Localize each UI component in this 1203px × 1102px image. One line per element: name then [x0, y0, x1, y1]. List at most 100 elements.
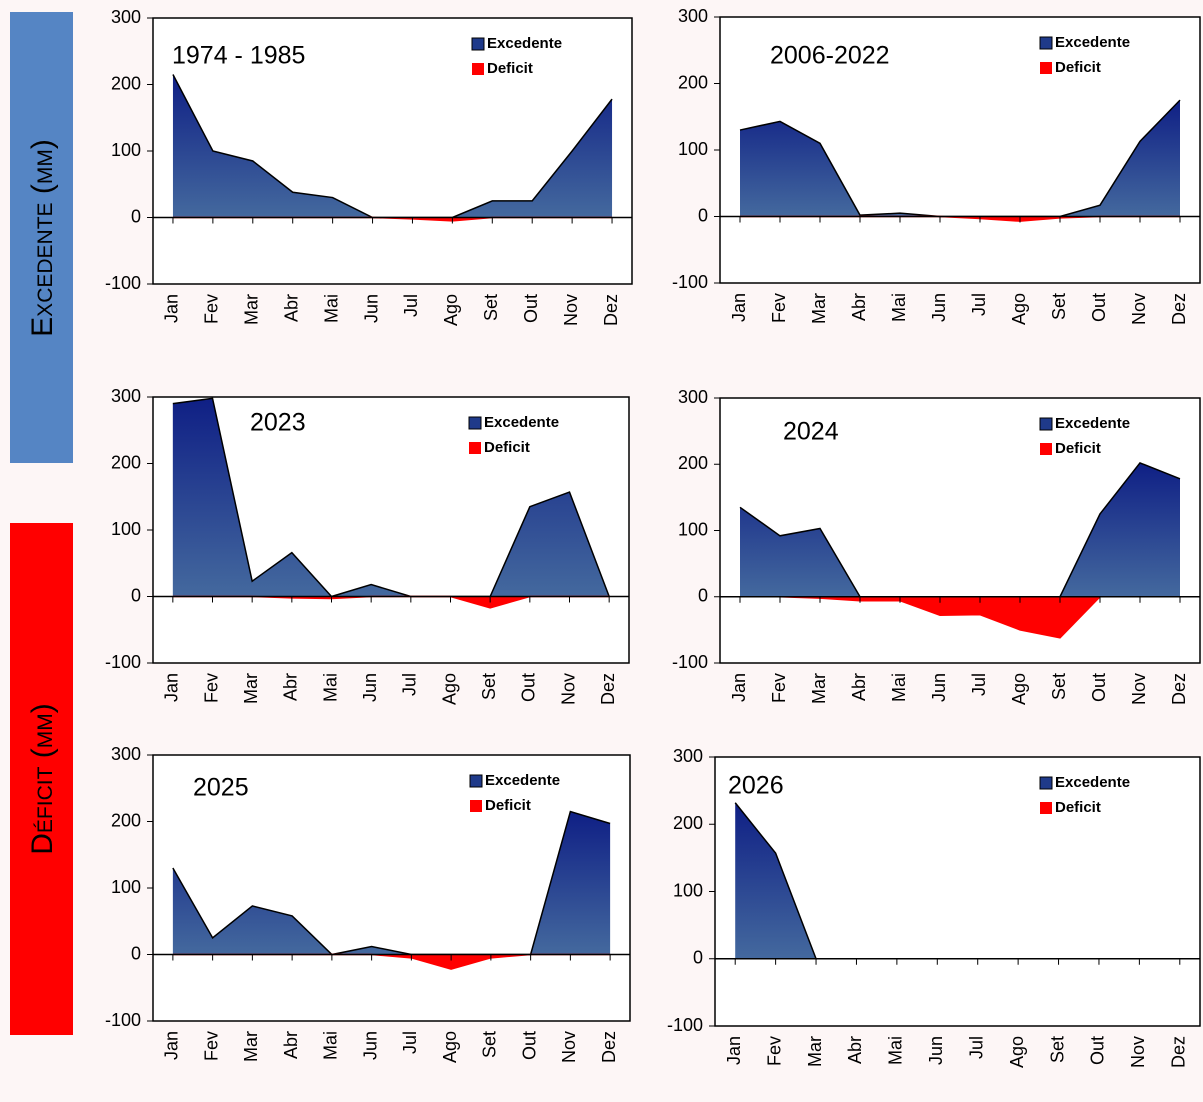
x-tick-label: Nov: [1129, 293, 1149, 325]
chart-title: 2026: [728, 772, 784, 800]
legend-label: Deficit: [487, 60, 533, 77]
x-tick-label: Set: [479, 673, 499, 700]
x-tick-label: Mar: [809, 293, 829, 324]
x-tick-label: Jan: [729, 293, 749, 322]
legend-label: Deficit: [1055, 440, 1101, 457]
y-tick-label: 100: [111, 140, 141, 160]
y-tick-label: 300: [111, 744, 141, 764]
y-tick-label: 200: [678, 72, 708, 92]
x-tick-label: Jul: [401, 294, 421, 317]
legend-swatch: [471, 37, 485, 51]
x-tick-label: Jun: [926, 1036, 946, 1065]
y-tick-label: -100: [105, 273, 141, 293]
x-tick-label: Mai: [321, 1031, 341, 1060]
plot-area: [714, 756, 1201, 1027]
x-tick-label: Out: [1089, 673, 1109, 702]
x-tick-label: Fev: [202, 294, 222, 324]
x-tick-label: Dez: [599, 1031, 619, 1063]
chart-title: 2006-2022: [770, 42, 890, 70]
x-tick-label: Abr: [281, 1031, 301, 1059]
x-tick-label: Fev: [201, 673, 221, 703]
x-tick-label: Fev: [201, 1031, 221, 1061]
x-tick-label: Nov: [559, 1031, 579, 1063]
y-tick-label: 100: [111, 519, 141, 539]
area: [740, 596, 1180, 638]
chart-title: 2023: [250, 409, 306, 437]
x-tick-label: Nov: [558, 673, 578, 705]
x-tick-label: Dez: [1169, 1036, 1189, 1068]
area: [172, 596, 610, 608]
x-tick-label: Ago: [440, 1031, 460, 1063]
x-tick-label: Abr: [281, 294, 301, 322]
legend-label: Excedente: [487, 35, 562, 52]
y-tick-label: -100: [667, 1015, 703, 1035]
x-tick-label: Jul: [966, 1036, 986, 1059]
x-tick-label: Mar: [805, 1036, 825, 1067]
y-tick-label: 200: [673, 813, 703, 833]
x-tick-label: Jul: [400, 1031, 420, 1054]
area: [740, 462, 1180, 597]
x-tick-label: Set: [1049, 293, 1069, 320]
x-tick-label: Mar: [241, 673, 261, 704]
x-tick-label: Jul: [969, 673, 989, 696]
x-tick-label: Nov: [561, 294, 581, 326]
x-tick-label: Set: [480, 1031, 500, 1058]
x-tick-label: Abr: [849, 673, 869, 701]
chart-title: 2025: [193, 774, 249, 802]
side-banner: [10, 523, 73, 1035]
legend-label: Deficit: [485, 797, 531, 814]
x-tick-label: Ago: [1007, 1036, 1027, 1068]
x-tick-label: Set: [481, 294, 501, 321]
area: [172, 74, 613, 218]
y-tick-label: 100: [673, 880, 703, 900]
legend-swatch: [468, 416, 482, 430]
chart-title: 1974 - 1985: [172, 42, 305, 70]
x-tick-label: Set: [1049, 673, 1069, 700]
x-tick-label: Jan: [729, 673, 749, 702]
x-tick-label: Dez: [1169, 673, 1189, 705]
x-tick-label: Fev: [764, 1036, 784, 1066]
legend-label: Excedente: [1055, 34, 1130, 51]
chart-title: 2024: [783, 418, 839, 446]
legend-label: Excedente: [1055, 774, 1130, 791]
x-tick-label: Fev: [769, 293, 789, 323]
area-outline: [172, 810, 611, 956]
y-tick-label: 300: [111, 386, 141, 406]
x-tick-label: Out: [1088, 1036, 1108, 1065]
x-tick-label: Jun: [361, 294, 381, 323]
x-tick-label: Dez: [1169, 293, 1189, 325]
x-tick-label: Jan: [162, 673, 182, 702]
legend-swatch: [1039, 36, 1053, 50]
y-tick-label: 0: [693, 948, 703, 968]
y-tick-label: 0: [131, 585, 141, 605]
y-tick-label: 200: [111, 73, 141, 93]
x-tick-label: Out: [519, 1031, 539, 1060]
legend-swatch: [1039, 776, 1053, 790]
x-tick-label: Abr: [849, 293, 869, 321]
x-tick-label: Mar: [242, 294, 262, 325]
x-tick-label: Abr: [281, 673, 301, 701]
y-tick-label: 300: [678, 6, 708, 26]
x-tick-label: Jan: [162, 1031, 182, 1060]
x-tick-label: Jan: [724, 1036, 744, 1065]
side-banner: [10, 12, 73, 463]
x-tick-label: Set: [1047, 1036, 1067, 1063]
legend-label: Deficit: [484, 439, 530, 456]
x-tick-label: Mai: [889, 673, 909, 702]
legend-label: Deficit: [1055, 799, 1101, 816]
y-tick-label: 300: [111, 7, 141, 27]
y-tick-label: 300: [678, 387, 708, 407]
legend-swatch: [469, 442, 481, 454]
x-tick-label: Mar: [241, 1031, 261, 1062]
x-tick-label: Fev: [769, 673, 789, 703]
legend-label: Excedente: [485, 772, 560, 789]
y-tick-label: -100: [105, 652, 141, 672]
y-tick-label: -100: [672, 272, 708, 292]
legend-swatch: [472, 63, 484, 75]
legend-swatch: [1040, 802, 1052, 814]
y-tick-label: 0: [698, 205, 708, 225]
x-tick-label: Dez: [601, 294, 621, 326]
y-tick-label: 0: [131, 943, 141, 963]
x-tick-label: Out: [1089, 293, 1109, 322]
